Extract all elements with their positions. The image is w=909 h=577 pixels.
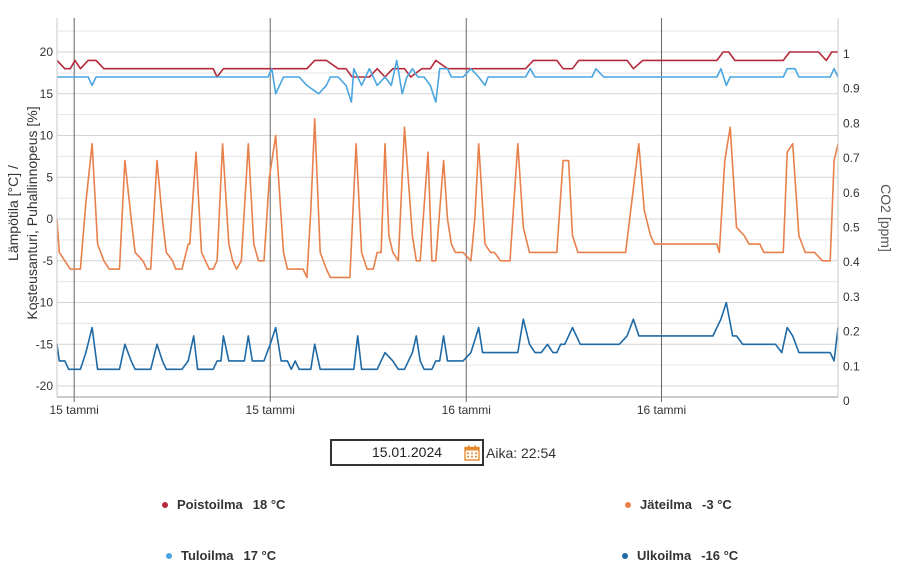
legend-value: 17 °C bbox=[243, 548, 277, 563]
y-tick-label-left: -10 bbox=[36, 296, 54, 310]
legend-marker bbox=[162, 501, 168, 508]
y-axis-left-ticks: 20 15 10 5 0 -5 -10 -15 -20 bbox=[36, 45, 54, 393]
day-divider-lines bbox=[73, 18, 662, 397]
legend-item-tuloilma[interactable]: Tuloilma 17 °C bbox=[166, 548, 276, 563]
legend-marker bbox=[166, 552, 172, 559]
y-tick-label-left: -15 bbox=[36, 337, 54, 351]
series-layer bbox=[56, 51, 839, 371]
y-tick-label-right: 0.6 bbox=[843, 186, 860, 200]
legend-value: -16 °C bbox=[701, 548, 739, 563]
y-tick-label-left: -20 bbox=[36, 379, 54, 393]
y-tick-label-left: 5 bbox=[46, 170, 53, 184]
y-tick-label-right: 0.2 bbox=[843, 325, 860, 339]
legend-value: -3 °C bbox=[702, 497, 732, 512]
y-tick-label-right: 0.9 bbox=[843, 82, 860, 96]
series-line-tuloilma bbox=[57, 59, 839, 103]
y-axis-left-title-line1: Lämpötila [°C] / bbox=[5, 165, 21, 261]
y-tick-label-right: 0.1 bbox=[843, 359, 860, 373]
chart: 20 15 10 5 0 -5 -10 -15 -20 1 0.9 0.8 0.7 0.6 0.5 0.4 0… bbox=[5, 18, 894, 417]
y-tick-label-left: 15 bbox=[40, 87, 54, 101]
legend-item-ulkoilma[interactable]: Ulkoilma -16 °C bbox=[622, 548, 738, 563]
gridlines bbox=[57, 30, 838, 387]
x-tick-label: 15 tammi bbox=[246, 403, 295, 417]
y-tick-label-right: 0.7 bbox=[843, 151, 860, 165]
date-control-row: Aika: 22:54 bbox=[330, 439, 556, 466]
x-tick-label: 16 tammi bbox=[442, 403, 491, 417]
series-line-ulkoilma bbox=[56, 301, 839, 371]
calendar-icon[interactable] bbox=[464, 445, 480, 461]
legend-label: Jäteilma bbox=[640, 497, 693, 512]
legend-item-jateilma[interactable]: Jäteilma -3 °C bbox=[625, 497, 732, 512]
y-tick-label-left: 20 bbox=[40, 45, 54, 59]
legend-marker bbox=[622, 552, 628, 559]
time-label: Aika: 22:54 bbox=[486, 444, 557, 461]
y-tick-label-right: 0 bbox=[843, 394, 850, 408]
legend-label: Tuloilma bbox=[181, 548, 234, 563]
x-tick-label: 15 tammi bbox=[50, 403, 99, 417]
y-axis-right-ticks: 1 0.9 0.8 0.7 0.6 0.5 0.4 0.3 0.2 0.1 0 bbox=[843, 47, 860, 408]
legend-marker bbox=[625, 501, 631, 508]
y-tick-label-left: 10 bbox=[40, 129, 54, 143]
y-tick-label-right: 1 bbox=[843, 47, 850, 61]
legend-label: Ulkoilma bbox=[637, 548, 692, 563]
legend-item-poistoilma[interactable]: Poistoilma 18 °C bbox=[162, 497, 285, 512]
y-tick-label-right: 0.8 bbox=[843, 116, 860, 130]
series-line-poistoilma bbox=[56, 51, 838, 78]
series-line-jateilma bbox=[56, 118, 839, 279]
x-tick-label: 16 tammi bbox=[637, 403, 686, 417]
y-axis-right-title: CO2 [ppm] bbox=[878, 184, 894, 252]
y-tick-label-right: 0.4 bbox=[843, 255, 860, 269]
date-input[interactable] bbox=[330, 439, 484, 466]
y-tick-label-left: 0 bbox=[46, 212, 53, 226]
y-tick-label-right: 0.3 bbox=[843, 290, 860, 304]
legend-label: Poistoilma bbox=[177, 497, 243, 512]
x-axis-ticks: 15 tammi 15 tammi 16 tammi 16 tammi bbox=[50, 397, 686, 417]
legend-value: 18 °C bbox=[252, 497, 286, 512]
y-tick-label-left: -5 bbox=[42, 254, 53, 268]
y-axis-left-title-line2: Kosteusanturi, Puhallinnopeus [%] bbox=[24, 106, 40, 319]
y-tick-label-right: 0.5 bbox=[843, 221, 860, 235]
